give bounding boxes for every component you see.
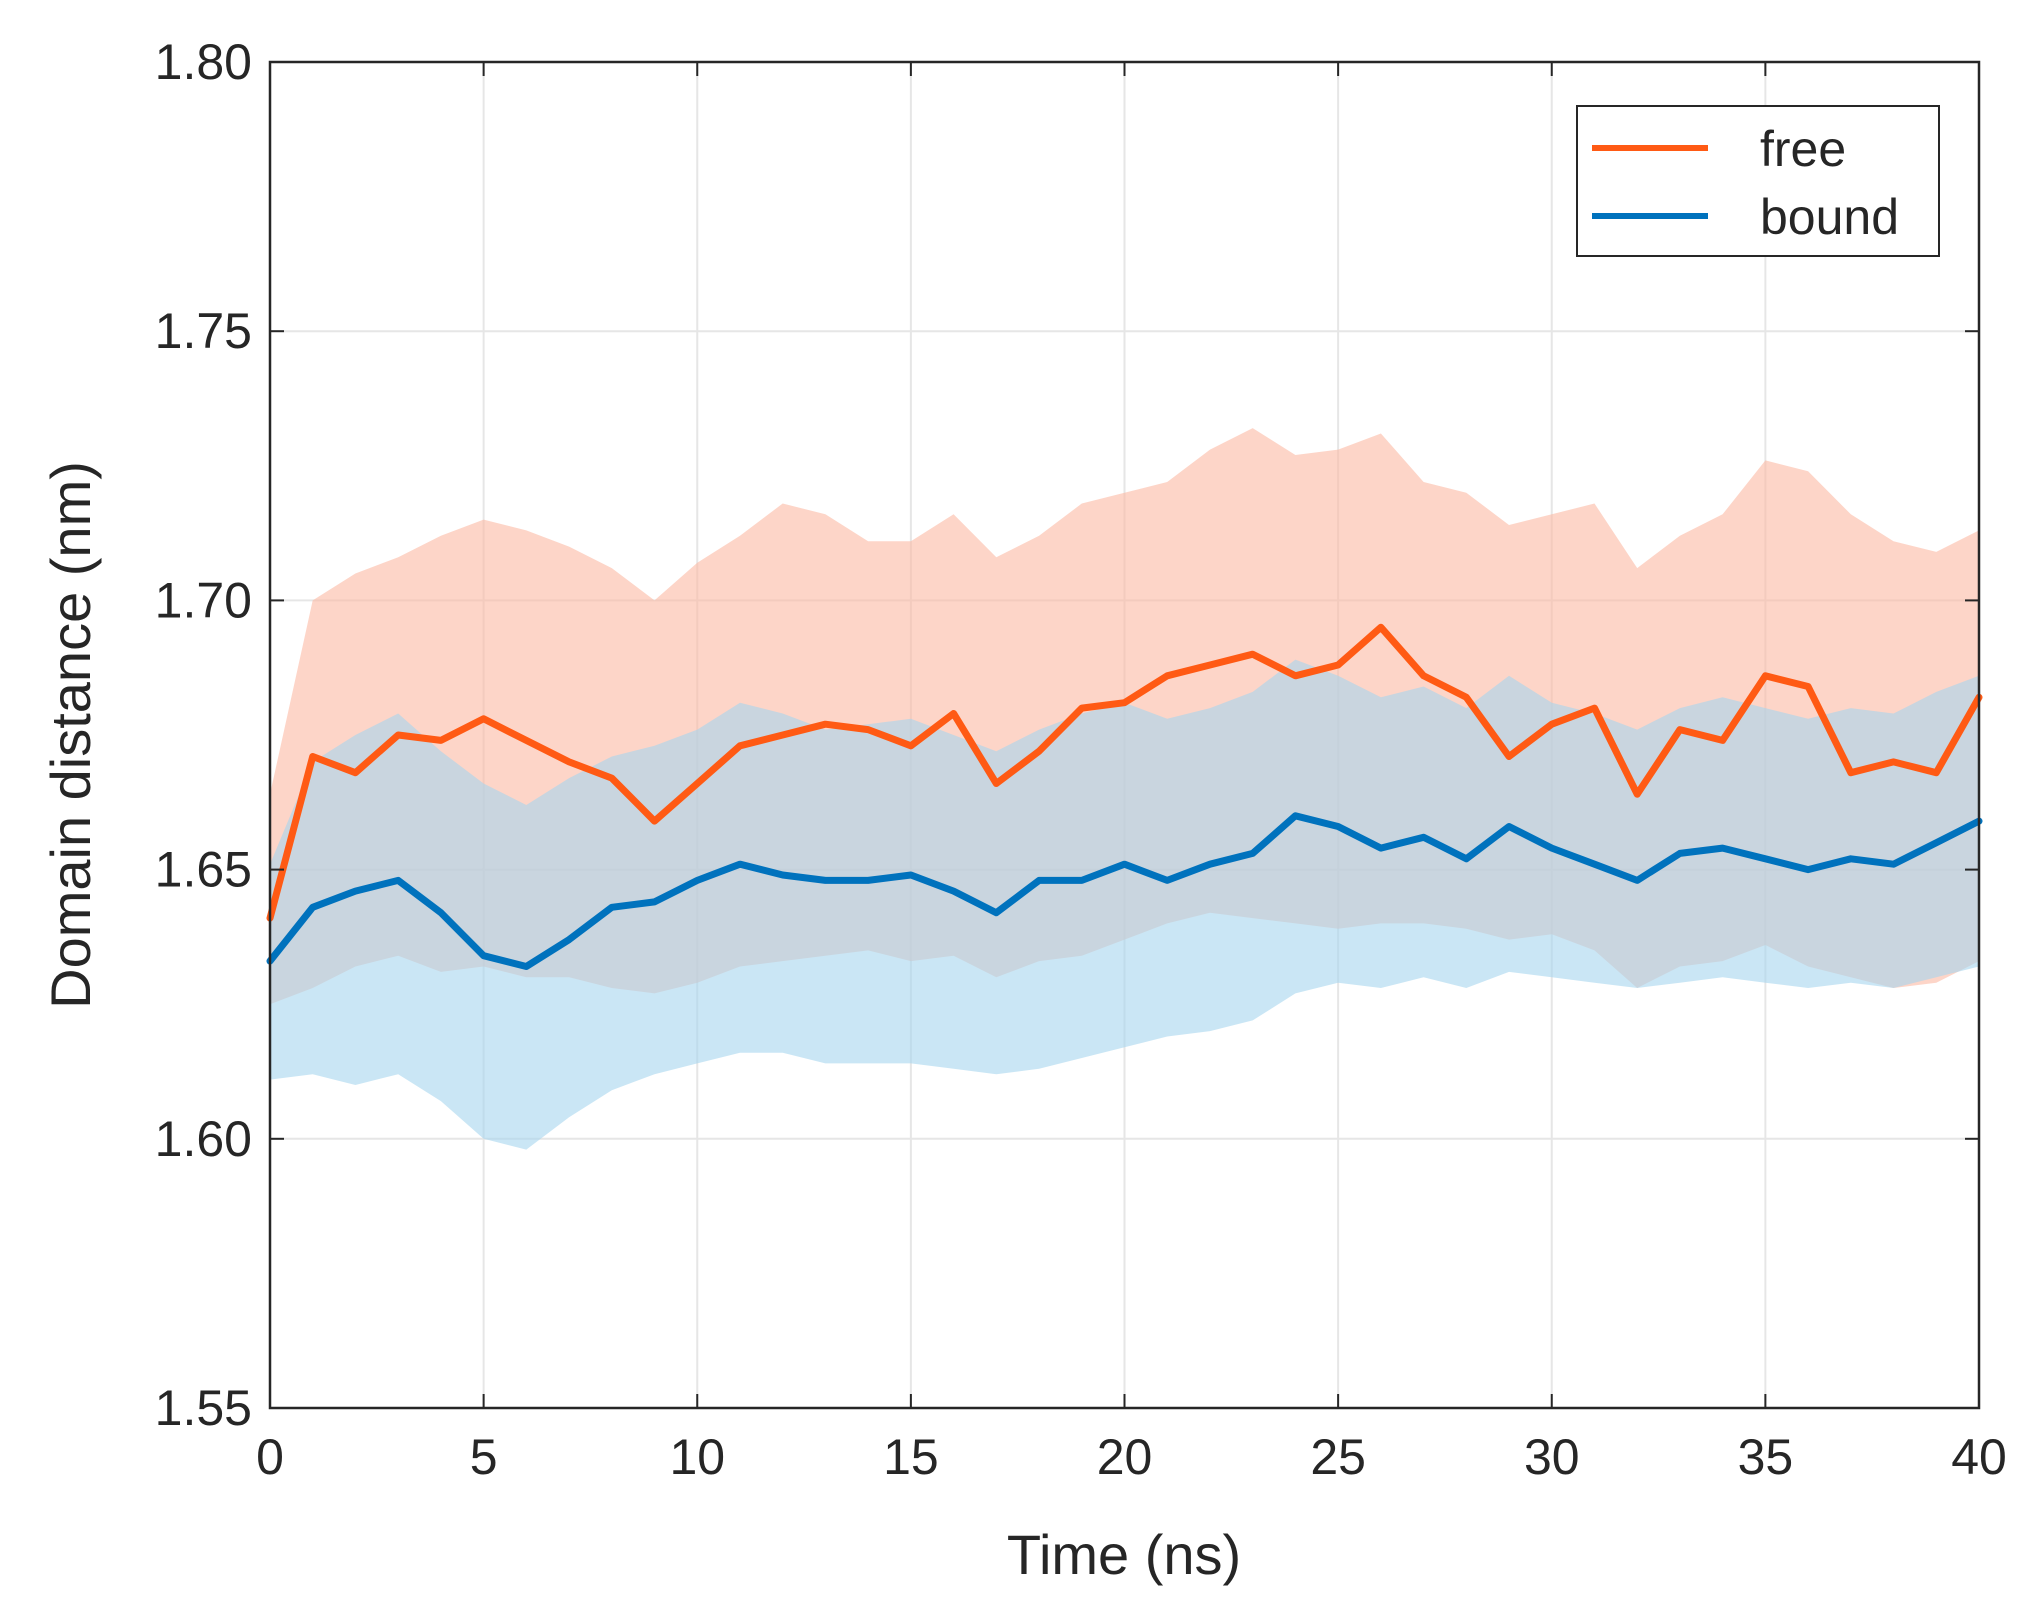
y-tick-label: 1.75 [155, 303, 252, 359]
y-tick-label: 1.65 [155, 842, 252, 898]
y-tick-label: 1.80 [155, 34, 252, 90]
x-tick-label: 5 [470, 1429, 498, 1485]
x-tick-label: 20 [1097, 1429, 1153, 1485]
x-tick-label: 30 [1524, 1429, 1580, 1485]
y-tick-label: 1.55 [155, 1380, 252, 1436]
x-tick-label: 0 [256, 1429, 284, 1485]
x-tick-label: 10 [669, 1429, 725, 1485]
x-tick-label: 25 [1310, 1429, 1366, 1485]
x-tick-label: 40 [1951, 1429, 2007, 1485]
legend-label-bound: bound [1760, 189, 1899, 245]
series-line-free [266, 623, 1983, 922]
x-tick-label: 35 [1738, 1429, 1794, 1485]
axis-ticks: 0 5 10 15 20 25 30 35 40 1.55 1.60 1.65 1.70 1.75 1.80 [155, 34, 2007, 1485]
x-axis-title: Time (ns) [1007, 1523, 1241, 1586]
legend: free bound [1576, 105, 1940, 257]
series-lines [266, 623, 1983, 970]
series-line-bound [266, 812, 1983, 970]
x-tick-label: 15 [883, 1429, 939, 1485]
legend-label-free: free [1760, 121, 1846, 177]
y-tick-label: 1.70 [155, 572, 252, 628]
legend-box [1576, 105, 1940, 257]
y-tick-label: 1.60 [155, 1111, 252, 1167]
y-axis-title: Domain distance (nm) [39, 461, 102, 1009]
